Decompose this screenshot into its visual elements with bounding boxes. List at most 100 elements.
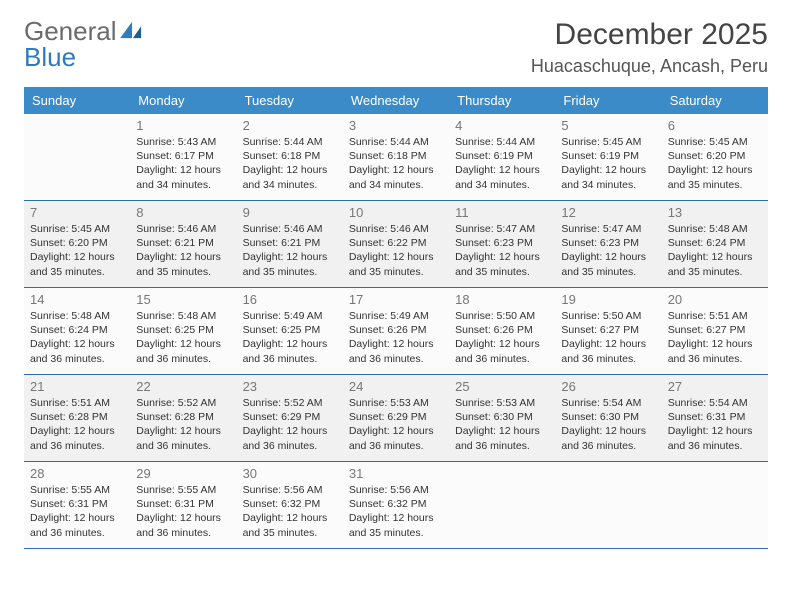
day-info: Sunrise: 5:47 AMSunset: 6:23 PMDaylight:… bbox=[455, 222, 549, 279]
sunset-text: Sunset: 6:31 PM bbox=[136, 497, 230, 511]
daylight-text: Daylight: 12 hours and 35 minutes. bbox=[136, 250, 230, 278]
week-row: 7Sunrise: 5:45 AMSunset: 6:20 PMDaylight… bbox=[24, 201, 768, 288]
daylight-text: Daylight: 12 hours and 36 minutes. bbox=[136, 337, 230, 365]
day-info: Sunrise: 5:55 AMSunset: 6:31 PMDaylight:… bbox=[30, 483, 124, 540]
day-number: 13 bbox=[668, 205, 762, 220]
calendar-cell: 22Sunrise: 5:52 AMSunset: 6:28 PMDayligh… bbox=[130, 375, 236, 461]
sunrise-text: Sunrise: 5:49 AM bbox=[243, 309, 337, 323]
day-info: Sunrise: 5:47 AMSunset: 6:23 PMDaylight:… bbox=[561, 222, 655, 279]
sunrise-text: Sunrise: 5:43 AM bbox=[136, 135, 230, 149]
day-info: Sunrise: 5:56 AMSunset: 6:32 PMDaylight:… bbox=[349, 483, 443, 540]
calendar: Sunday Monday Tuesday Wednesday Thursday… bbox=[24, 87, 768, 549]
day-number: 17 bbox=[349, 292, 443, 307]
sunrise-text: Sunrise: 5:52 AM bbox=[136, 396, 230, 410]
day-info: Sunrise: 5:45 AMSunset: 6:20 PMDaylight:… bbox=[668, 135, 762, 192]
daylight-text: Daylight: 12 hours and 36 minutes. bbox=[136, 424, 230, 452]
sunset-text: Sunset: 6:29 PM bbox=[349, 410, 443, 424]
day-info: Sunrise: 5:49 AMSunset: 6:26 PMDaylight:… bbox=[349, 309, 443, 366]
sunrise-text: Sunrise: 5:53 AM bbox=[455, 396, 549, 410]
sunset-text: Sunset: 6:28 PM bbox=[136, 410, 230, 424]
day-info: Sunrise: 5:48 AMSunset: 6:24 PMDaylight:… bbox=[668, 222, 762, 279]
sunset-text: Sunset: 6:19 PM bbox=[455, 149, 549, 163]
sunrise-text: Sunrise: 5:44 AM bbox=[455, 135, 549, 149]
day-number: 11 bbox=[455, 205, 549, 220]
day-number: 9 bbox=[243, 205, 337, 220]
calendar-cell bbox=[555, 462, 661, 548]
daylight-text: Daylight: 12 hours and 35 minutes. bbox=[455, 250, 549, 278]
day-number: 3 bbox=[349, 118, 443, 133]
dayhead-monday: Monday bbox=[130, 87, 236, 114]
logo: GeneralBlue bbox=[24, 18, 144, 70]
calendar-cell: 11 Sunrise: 5:47 AMSunset: 6:23 PMDayligh… bbox=[449, 201, 555, 287]
daylight-text: Daylight: 12 hours and 34 minutes. bbox=[136, 163, 230, 191]
week-row: 21Sunrise: 5:51 AMSunset: 6:28 PMDayligh… bbox=[24, 375, 768, 462]
day-info: Sunrise: 5:44 AMSunset: 6:19 PMDaylight:… bbox=[455, 135, 549, 192]
calendar-cell: 12 Sunrise: 5:47 AMSunset: 6:23 PMDayligh… bbox=[555, 201, 661, 287]
sunrise-text: Sunrise: 5:45 AM bbox=[30, 222, 124, 236]
sunrise-text: Sunrise: 5:47 AM bbox=[561, 222, 655, 236]
calendar-cell: 15Sunrise: 5:48 AMSunset: 6:25 PMDayligh… bbox=[130, 288, 236, 374]
location-text: Huacaschuque, Ancash, Peru bbox=[531, 56, 768, 77]
sunrise-text: Sunrise: 5:46 AM bbox=[349, 222, 443, 236]
daylight-text: Daylight: 12 hours and 35 minutes. bbox=[349, 511, 443, 539]
day-info: Sunrise: 5:48 AMSunset: 6:24 PMDaylight:… bbox=[30, 309, 124, 366]
daylight-text: Daylight: 12 hours and 35 minutes. bbox=[349, 250, 443, 278]
daylight-text: Daylight: 12 hours and 36 minutes. bbox=[668, 337, 762, 365]
sunrise-text: Sunrise: 5:44 AM bbox=[349, 135, 443, 149]
sunrise-text: Sunrise: 5:44 AM bbox=[243, 135, 337, 149]
sunrise-text: Sunrise: 5:47 AM bbox=[455, 222, 549, 236]
calendar-cell: 16Sunrise: 5:49 AMSunset: 6:25 PMDayligh… bbox=[237, 288, 343, 374]
sunset-text: Sunset: 6:23 PM bbox=[455, 236, 549, 250]
sunset-text: Sunset: 6:27 PM bbox=[561, 323, 655, 337]
calendar-cell: 14Sunrise: 5:48 AMSunset: 6:24 PMDayligh… bbox=[24, 288, 130, 374]
day-info: Sunrise: 5:55 AMSunset: 6:31 PMDaylight:… bbox=[136, 483, 230, 540]
sunrise-text: Sunrise: 5:56 AM bbox=[349, 483, 443, 497]
day-number: 19 bbox=[561, 292, 655, 307]
calendar-cell: 9 Sunrise: 5:46 AMSunset: 6:21 PMDaylight… bbox=[237, 201, 343, 287]
calendar-cell: 5Sunrise: 5:45 AMSunset: 6:19 PMDaylight… bbox=[555, 114, 661, 200]
calendar-cell: 27Sunrise: 5:54 AMSunset: 6:31 PMDayligh… bbox=[662, 375, 768, 461]
day-number: 29 bbox=[136, 466, 230, 481]
sunrise-text: Sunrise: 5:56 AM bbox=[243, 483, 337, 497]
sunrise-text: Sunrise: 5:46 AM bbox=[243, 222, 337, 236]
calendar-cell: 8Sunrise: 5:46 AMSunset: 6:21 PMDaylight… bbox=[130, 201, 236, 287]
daylight-text: Daylight: 12 hours and 36 minutes. bbox=[30, 337, 124, 365]
daylight-text: Daylight: 12 hours and 34 minutes. bbox=[561, 163, 655, 191]
sunset-text: Sunset: 6:24 PM bbox=[668, 236, 762, 250]
sunset-text: Sunset: 6:30 PM bbox=[455, 410, 549, 424]
day-info: Sunrise: 5:46 AMSunset: 6:22 PMDaylight:… bbox=[349, 222, 443, 279]
day-header-row: Sunday Monday Tuesday Wednesday Thursday… bbox=[24, 87, 768, 114]
sunset-text: Sunset: 6:32 PM bbox=[349, 497, 443, 511]
sail-icon bbox=[120, 18, 144, 44]
calendar-cell: 29 Sunrise: 5:55 AMSunset: 6:31 PMDayligh… bbox=[130, 462, 236, 548]
day-info: Sunrise: 5:46 AMSunset: 6:21 PMDaylight:… bbox=[243, 222, 337, 279]
daylight-text: Daylight: 12 hours and 36 minutes. bbox=[30, 424, 124, 452]
month-title: December 2025 bbox=[531, 18, 768, 52]
day-info: Sunrise: 5:51 AMSunset: 6:27 PMDaylight:… bbox=[668, 309, 762, 366]
daylight-text: Daylight: 12 hours and 36 minutes. bbox=[243, 337, 337, 365]
calendar-cell: 17 Sunrise: 5:49 AMSunset: 6:26 PMDayligh… bbox=[343, 288, 449, 374]
sunrise-text: Sunrise: 5:49 AM bbox=[349, 309, 443, 323]
calendar-cell: 18Sunrise: 5:50 AMSunset: 6:26 PMDayligh… bbox=[449, 288, 555, 374]
sunrise-text: Sunrise: 5:48 AM bbox=[668, 222, 762, 236]
sunset-text: Sunset: 6:28 PM bbox=[30, 410, 124, 424]
day-number: 25 bbox=[455, 379, 549, 394]
sunrise-text: Sunrise: 5:50 AM bbox=[561, 309, 655, 323]
dayhead-tuesday: Tuesday bbox=[237, 87, 343, 114]
sunrise-text: Sunrise: 5:55 AM bbox=[30, 483, 124, 497]
sunset-text: Sunset: 6:25 PM bbox=[243, 323, 337, 337]
daylight-text: Daylight: 12 hours and 35 minutes. bbox=[30, 250, 124, 278]
sunrise-text: Sunrise: 5:50 AM bbox=[455, 309, 549, 323]
sunrise-text: Sunrise: 5:45 AM bbox=[561, 135, 655, 149]
day-number: 18 bbox=[455, 292, 549, 307]
calendar-cell: 28Sunrise: 5:55 AMSunset: 6:31 PMDayligh… bbox=[24, 462, 130, 548]
sunset-text: Sunset: 6:27 PM bbox=[668, 323, 762, 337]
day-info: Sunrise: 5:51 AMSunset: 6:28 PMDaylight:… bbox=[30, 396, 124, 453]
calendar-cell: 23Sunrise: 5:52 AMSunset: 6:29 PMDayligh… bbox=[237, 375, 343, 461]
sunset-text: Sunset: 6:23 PM bbox=[561, 236, 655, 250]
calendar-cell: 4Sunrise: 5:44 AMSunset: 6:19 PMDaylight… bbox=[449, 114, 555, 200]
day-info: Sunrise: 5:44 AMSunset: 6:18 PMDaylight:… bbox=[243, 135, 337, 192]
sunset-text: Sunset: 6:31 PM bbox=[668, 410, 762, 424]
day-number: 12 bbox=[561, 205, 655, 220]
calendar-cell bbox=[449, 462, 555, 548]
